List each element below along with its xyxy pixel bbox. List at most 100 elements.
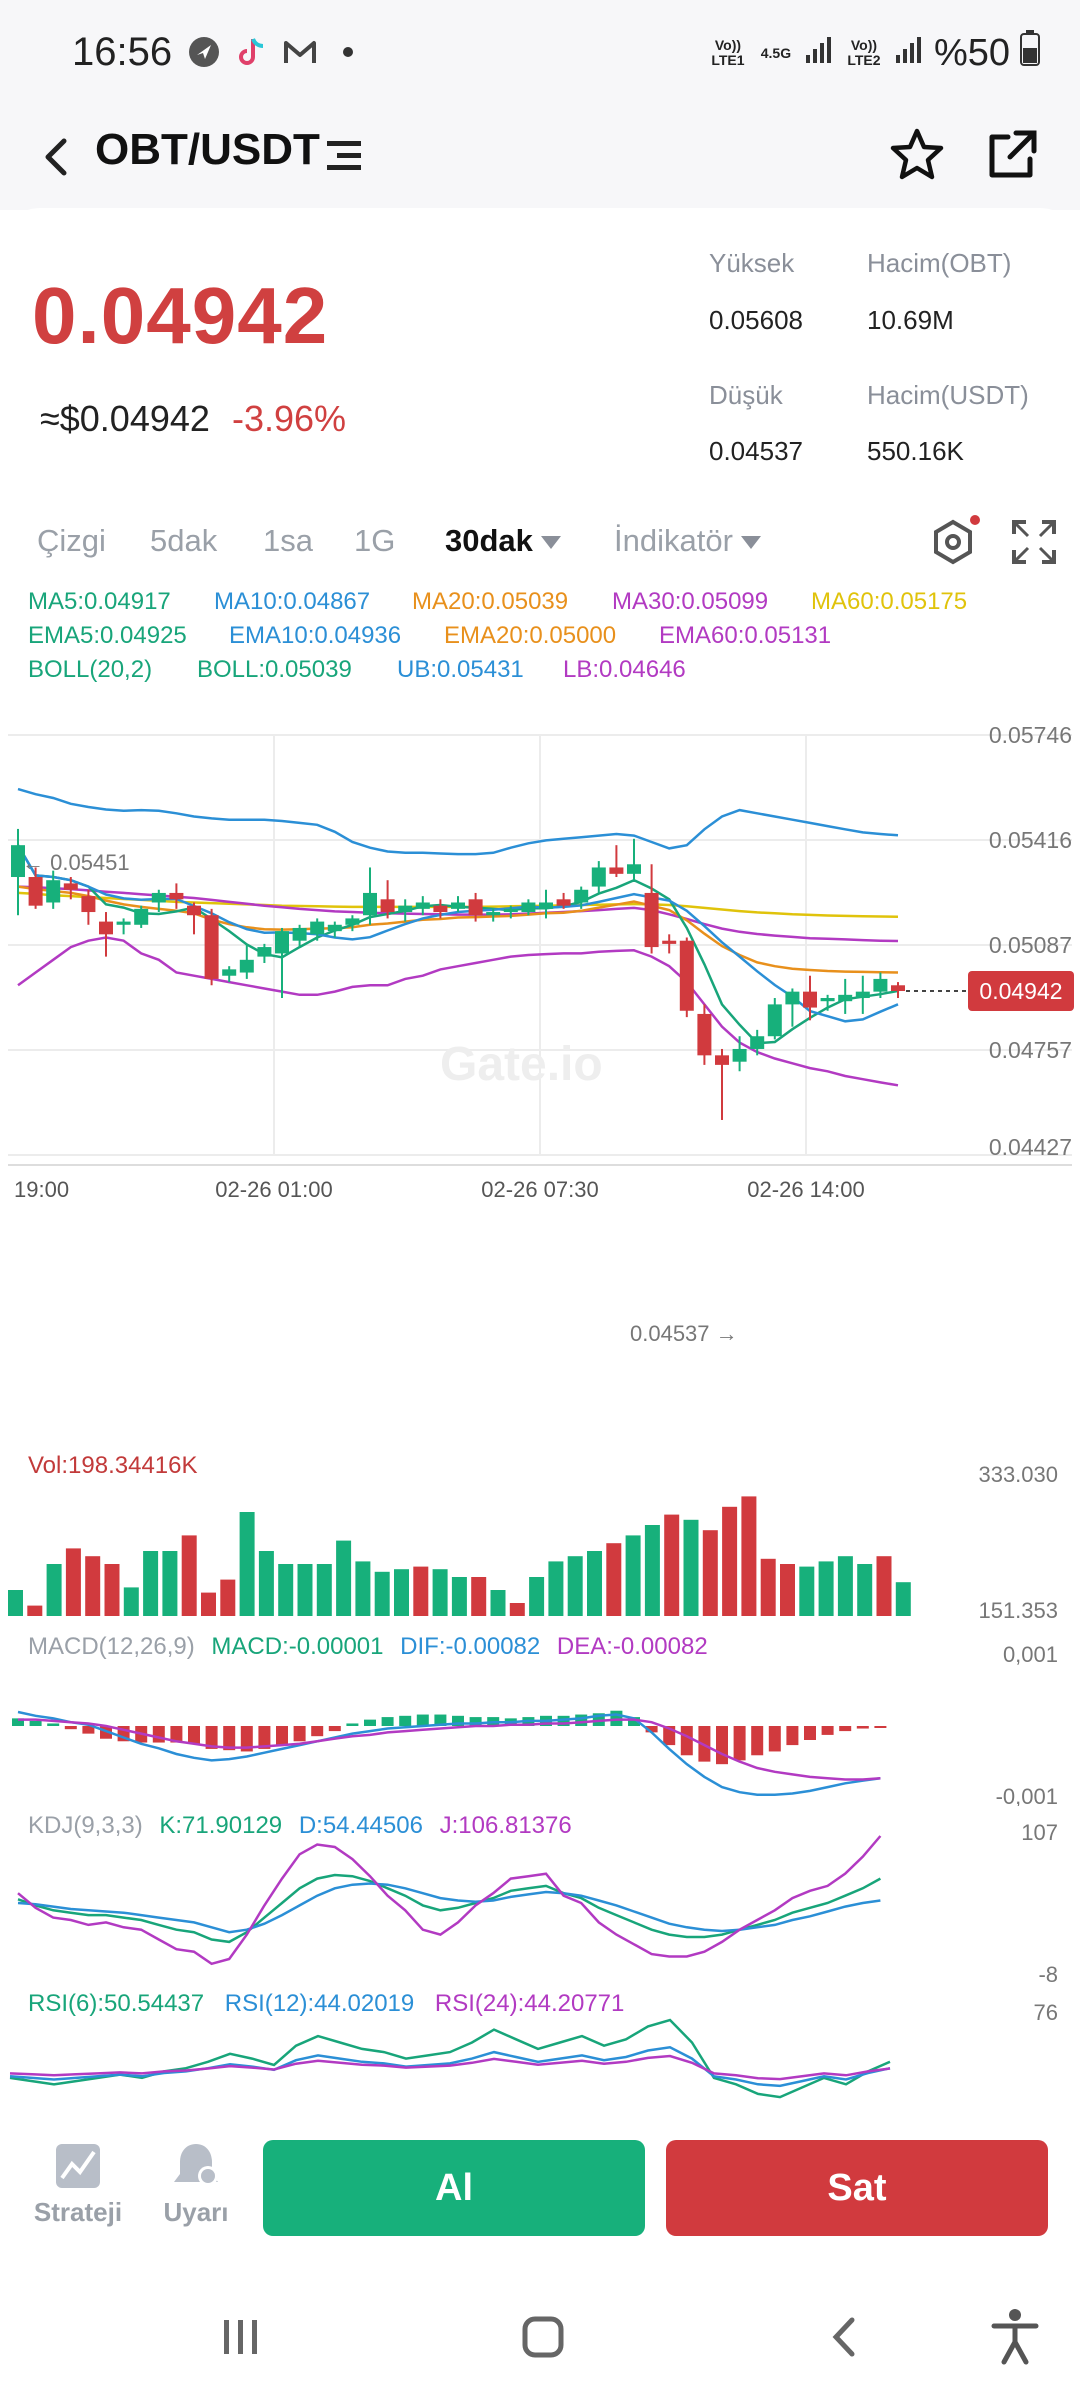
dot-icon: [330, 34, 366, 70]
candle-down: [63, 883, 78, 890]
candle-up: [767, 1004, 782, 1037]
tab-1d[interactable]: 1G: [354, 523, 396, 558]
kdj-axis-top: 107: [1021, 1820, 1058, 1845]
ema60-value: EMA60:0.05131: [659, 622, 832, 649]
price-tick-label: 0.05087: [989, 932, 1072, 958]
macd-hist-bar: [716, 1726, 728, 1765]
candlestick-chart[interactable]: Gate.io 0.05746 0.05416 0.05087 0.04757 0.04…: [0, 715, 1080, 1715]
volume-label: Vol:198.34416K: [28, 1452, 198, 1479]
volume-bar: [799, 1566, 815, 1616]
volume-bar: [548, 1561, 564, 1616]
volume-bar: [895, 1582, 911, 1616]
macd-hist-bar: [364, 1719, 376, 1726]
boll-ub-value: UB:0.05431: [397, 656, 524, 683]
candle-down: [891, 985, 905, 992]
watermark: Gate.io: [440, 1038, 603, 1091]
strategy-icon: [56, 2144, 100, 2188]
accessibility-button[interactable]: [980, 2302, 1050, 2372]
volume-bar: [490, 1590, 506, 1616]
candle-up: [785, 991, 800, 1005]
rsi-axis-top: 76: [1034, 2000, 1058, 2025]
kdj-d-value: D:54.44506: [298, 1812, 423, 1839]
macd-hist-bar: [786, 1726, 799, 1746]
volume-quote-value: 550.16K: [867, 436, 964, 466]
macd-hist-bar: [416, 1714, 429, 1726]
candle-up: [521, 902, 536, 913]
kdj-k-value: K:71.90129: [159, 1812, 283, 1839]
candle-down: [662, 940, 677, 944]
share-button[interactable]: [980, 123, 1044, 187]
home-button[interactable]: [508, 2302, 578, 2372]
volume-bar: [818, 1561, 834, 1616]
candle-up: [873, 978, 888, 992]
macd-hist-bar: [381, 1717, 394, 1726]
volume-bar: [46, 1564, 62, 1616]
buy-button[interactable]: Al: [263, 2140, 645, 2236]
candle-up: [591, 867, 606, 887]
signal-icon-2: [894, 32, 924, 75]
tab-indicator-label: İndikatör: [614, 523, 733, 558]
price-axis: 0.05746 0.05416 0.05087 0.04757 0.04427: [989, 722, 1072, 1160]
sell-button[interactable]: Sat: [666, 2140, 1048, 2236]
macd-hist-bar: [152, 1726, 165, 1743]
back-button[interactable]: [28, 127, 88, 187]
candle-up: [222, 969, 237, 976]
macd-hist-bar: [346, 1723, 359, 1726]
kdj-d-line: [17, 1882, 881, 1934]
volume-bar: [336, 1540, 352, 1616]
back-nav-button[interactable]: [810, 2302, 880, 2372]
macd-hist-bar: [733, 1726, 746, 1761]
candle-up: [415, 902, 430, 909]
dea-value: DEA:-0.00082: [556, 1633, 708, 1660]
macd-hist-bar: [751, 1726, 764, 1756]
fullscreen-button[interactable]: [1006, 514, 1062, 570]
low-value: 0.04537: [709, 436, 803, 466]
candle-up: [134, 908, 149, 925]
strategy-button[interactable]: Strateji: [28, 2140, 128, 2228]
tab-1h[interactable]: 1sa: [263, 523, 313, 558]
macd-hist-bar: [821, 1726, 834, 1735]
volume-bar: [837, 1556, 853, 1616]
recent-apps-button[interactable]: [206, 2302, 276, 2372]
volume-quote-label: Hacim(USDT): [867, 380, 1029, 410]
alert-button[interactable]: Uyarı: [146, 2140, 246, 2228]
tab-indicator[interactable]: İndikatör: [614, 523, 761, 559]
candle-down: [433, 905, 448, 913]
candle-up: [627, 864, 641, 874]
candle-up: [275, 931, 289, 954]
tab-30m[interactable]: 30dak: [445, 523, 561, 559]
favorite-button[interactable]: [885, 123, 949, 187]
kdj-lines: [17, 1835, 882, 1966]
tab-line[interactable]: Çizgi: [37, 523, 106, 558]
candle-down: [28, 877, 43, 906]
volume-bar: [683, 1519, 699, 1616]
macd-chart: 0,001 -0,001: [12, 1642, 1058, 1806]
price-tick-label: 0.05746: [989, 722, 1072, 748]
candle-up: [239, 959, 254, 973]
macd-value: MACD:-0.00001: [211, 1633, 384, 1660]
pair-list-button[interactable]: [325, 133, 365, 177]
ma10-line: [16, 844, 899, 1023]
macd-params: MACD(12,26,9): [28, 1633, 195, 1660]
volume-bar: [760, 1558, 776, 1616]
dif-line: [17, 1710, 881, 1796]
dif-value: DIF:-0.00082: [400, 1633, 541, 1660]
macd-hist-bar: [223, 1726, 236, 1751]
lte1-label: Vo)) LTE1: [711, 37, 745, 68]
macd-hist-bar: [399, 1715, 412, 1726]
candle-up: [451, 902, 465, 909]
time-axis: 19:00 02-26 01:00 02-26 07:30 02-26 14:00: [14, 1177, 865, 1202]
fullscreen-icon: [1012, 520, 1056, 564]
macd-hist-bar: [188, 1726, 200, 1744]
accessibility-icon: [991, 2309, 1039, 2365]
tab-5m[interactable]: 5dak: [150, 523, 218, 558]
volume-bar: [394, 1569, 409, 1616]
system-status-icons: Vo)) LTE1 4.5G Vo)) LTE2 %50: [708, 30, 1040, 76]
macd-hist-bar: [839, 1726, 852, 1732]
candle-down: [468, 899, 483, 916]
volume-bars: [8, 1496, 911, 1616]
pair-title[interactable]: OBT/USDT: [95, 125, 320, 174]
chart-settings-button[interactable]: [925, 514, 981, 570]
volume-bar: [567, 1556, 583, 1616]
rsi-legend: RSI(6):50.54437 RSI(12):44.02019 RSI(24)…: [28, 1990, 624, 2018]
